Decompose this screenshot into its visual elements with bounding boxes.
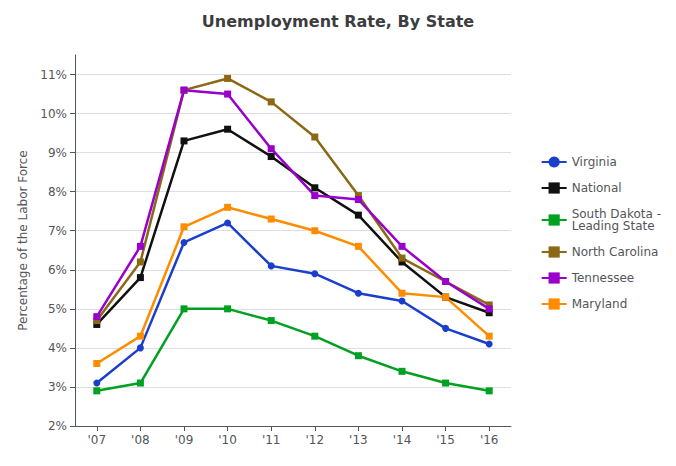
svg-text:8%: 8% (48, 185, 67, 199)
svg-text:National: National (572, 181, 622, 195)
svg-text:6%: 6% (48, 263, 67, 277)
svg-text:'12: '12 (306, 433, 325, 447)
svg-text:'14: '14 (393, 433, 412, 447)
svg-text:2%: 2% (48, 419, 67, 433)
svg-text:North Carolina: North Carolina (572, 245, 659, 259)
svg-text:South Dakota -: South Dakota - (571, 207, 661, 221)
svg-text:'08: '08 (131, 433, 150, 447)
svg-text:9%: 9% (48, 146, 67, 160)
svg-text:'15: '15 (436, 433, 455, 447)
svg-text:7%: 7% (48, 224, 67, 238)
svg-text:'10: '10 (218, 433, 237, 447)
svg-text:'16: '16 (480, 433, 499, 447)
svg-text:10%: 10% (40, 107, 67, 121)
svg-text:'09: '09 (175, 433, 194, 447)
svg-text:3%: 3% (48, 380, 67, 394)
svg-text:Unemployment Rate, By State: Unemployment Rate, By State (202, 12, 474, 31)
svg-text:Virginia: Virginia (572, 155, 617, 169)
svg-text:'07: '07 (88, 433, 107, 447)
svg-text:Leading State: Leading State (572, 219, 655, 233)
svg-text:Maryland: Maryland (572, 297, 628, 311)
svg-text:Percentage of the Labor Force: Percentage of the Labor Force (16, 150, 30, 330)
svg-text:5%: 5% (48, 302, 67, 316)
svg-text:Tennessee: Tennessee (571, 271, 635, 285)
svg-text:11%: 11% (40, 68, 67, 82)
svg-text:'13: '13 (349, 433, 368, 447)
svg-text:4%: 4% (48, 341, 67, 355)
svg-text:'11: '11 (262, 433, 281, 447)
